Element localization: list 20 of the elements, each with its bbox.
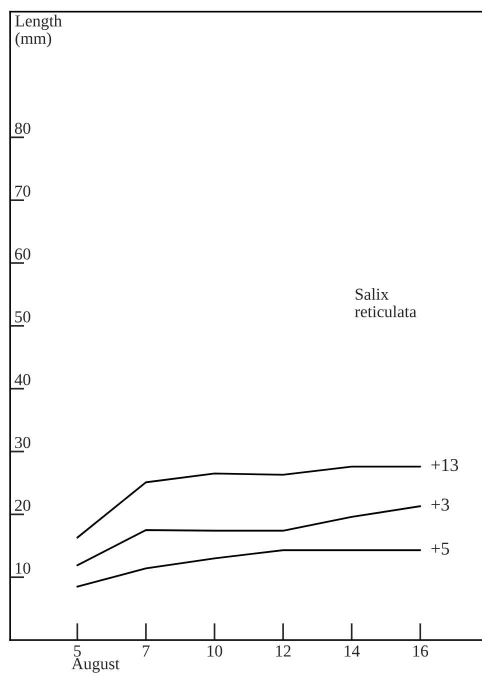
x-tick-label: 16 bbox=[413, 645, 428, 657]
y-tick-label: 40 bbox=[14, 374, 30, 386]
y-axis-title: Length (mm) bbox=[15, 14, 62, 48]
y-tick-label: 10 bbox=[16, 562, 30, 574]
y-tick-label: 60 bbox=[15, 248, 30, 260]
x-tick-label: 7 bbox=[142, 646, 150, 656]
x-tick-label: 5 bbox=[74, 646, 81, 657]
y-tick-label: 70 bbox=[15, 186, 30, 197]
y-tick-label: 50 bbox=[15, 311, 30, 322]
y-tick-label: 80 bbox=[14, 122, 30, 134]
x-tick-label: 14 bbox=[344, 645, 360, 656]
x-axis-title: August bbox=[72, 658, 120, 673]
y-tick-label: 30 bbox=[15, 436, 30, 448]
series-label: +3 bbox=[431, 498, 450, 511]
x-tick-label: 10 bbox=[208, 645, 222, 657]
x-tick-label: 12 bbox=[276, 645, 291, 656]
series-label: +5 bbox=[431, 542, 450, 555]
series-label: +13 bbox=[431, 458, 458, 472]
y-tick-label: 20 bbox=[15, 500, 30, 511]
annotation: Salix reticulata bbox=[354, 288, 416, 318]
